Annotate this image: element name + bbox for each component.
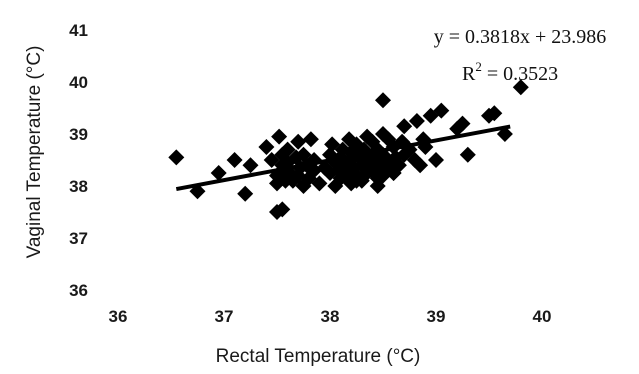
x-axis-label: Rectal Temperature (°C)	[216, 346, 421, 367]
data-points	[168, 79, 529, 220]
data-point	[454, 115, 471, 132]
x-tick-label: 39	[427, 307, 446, 326]
y-tick-label: 41	[69, 21, 88, 40]
data-point	[408, 113, 425, 129]
x-tick-label: 40	[533, 307, 552, 326]
data-point	[258, 139, 275, 155]
r-squared-label: R2 = 0.3523	[462, 59, 558, 85]
data-point	[428, 152, 444, 168]
data-point	[306, 162, 323, 179]
x-tick-label: 38	[321, 307, 340, 326]
data-point	[512, 79, 529, 96]
data-point	[486, 105, 503, 122]
data-point	[412, 157, 429, 174]
y-tick-label: 40	[69, 73, 88, 92]
data-point	[375, 92, 391, 109]
data-point	[359, 128, 376, 145]
y-axis-label: Vaginal Temperature (°C)	[24, 46, 45, 259]
y-axis-ticks: 36 37 38 39 40 41	[69, 21, 88, 300]
data-point	[459, 146, 476, 163]
data-point	[348, 172, 365, 189]
y-tick-label: 39	[69, 125, 88, 144]
y-tick-label: 38	[69, 177, 88, 196]
y-tick-label: 36	[69, 281, 88, 300]
trendline-equation: y = 0.3818x + 23.986	[434, 26, 607, 48]
x-tick-label: 36	[109, 307, 128, 326]
data-point	[226, 152, 243, 168]
data-point	[210, 165, 227, 181]
data-point	[290, 133, 307, 150]
data-point	[279, 141, 296, 158]
data-point	[433, 102, 450, 119]
data-point	[302, 131, 319, 148]
y-tick-label: 37	[69, 229, 88, 248]
data-point	[237, 185, 254, 202]
data-point	[396, 118, 413, 135]
data-point	[168, 149, 185, 166]
trendline	[175, 124, 511, 192]
x-axis-ticks: 36 37 38 39 40	[109, 307, 552, 326]
data-point	[271, 128, 288, 145]
data-point	[385, 165, 402, 181]
data-point	[274, 201, 291, 218]
data-point	[242, 157, 259, 174]
x-tick-label: 37	[215, 307, 234, 326]
data-point	[311, 175, 328, 192]
data-point	[269, 175, 285, 192]
data-point	[369, 178, 386, 194]
